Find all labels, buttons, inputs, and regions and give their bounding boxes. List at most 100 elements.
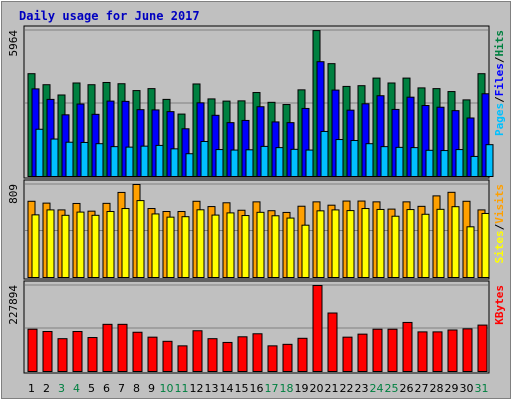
bar-kbytes-day-16 [252,333,263,372]
bar-pages-day-11 [185,153,194,177]
bar-kbytes-day-14 [222,341,233,372]
bar-sites-day-25 [391,215,400,278]
bar-pages-day-13 [215,149,224,177]
bar-pages-day-23 [365,143,374,178]
bar-kbytes-day-30 [462,328,473,372]
bar-sites-day-30 [466,226,475,278]
bar-sites-day-22 [346,210,355,279]
bar-sites-day-12 [196,209,205,278]
legend-entry: Files [493,63,506,96]
x-tick-label-day-23: 23 [355,382,369,395]
bar-sites-day-23 [361,208,370,278]
bar-pages-day-18 [290,148,299,178]
bar-kbytes-day-8 [132,331,143,373]
bar-pages-day-25 [395,146,404,177]
x-tick-label-day-17: 17 [265,382,279,395]
bar-kbytes-day-10 [162,340,173,372]
bar-kbytes-day-22 [342,336,353,373]
y-max-label: 227894 [7,285,20,325]
bar-sites-day-7 [121,208,130,278]
bar-pages-day-2 [50,138,59,177]
bar-sites-day-8 [136,200,145,279]
panel-kbytes: 227894 KBytes [7,280,506,374]
bar-kbytes-day-26 [402,321,413,373]
x-tick-label-day-14: 14 [220,382,234,395]
bar-kbytes-day-12 [192,330,203,372]
x-tick-label-day-24: 24 [370,382,384,395]
bar-sites-day-17 [271,215,280,278]
legend-entry: / [493,96,506,103]
bar-pages-day-7 [125,146,134,178]
x-tick-label-day-16: 16 [250,382,264,395]
legend-entry: Pages [493,103,506,136]
x-tick-label-day-30: 30 [460,382,474,395]
bar-pages-day-21 [335,139,344,178]
bar-kbytes-day-5 [87,337,98,372]
bar-pages-day-3 [65,141,74,178]
legend-entry: / [493,223,506,230]
bar-sites-day-13 [211,214,220,278]
x-tick-label-day-21: 21 [325,382,339,395]
bar-sites-day-24 [376,208,385,279]
x-tick-label-day-10: 10 [160,382,174,395]
bar-kbytes-day-23 [357,333,368,373]
bar-sites-day-3 [61,214,70,279]
bar-kbytes-day-1 [27,328,38,373]
legend-entry: / [493,56,506,63]
bar-sites-day-27 [421,213,430,278]
x-tick-label-day-3: 3 [58,382,65,395]
bar-pages-day-26 [410,147,419,177]
bar-sites-day-10 [166,216,175,279]
bar-pages-day-10 [170,148,179,177]
x-tick-label-day-7: 7 [118,382,125,395]
legend: Pages/Files/Hits [493,30,506,136]
legend: KBytes [493,285,506,325]
bar-kbytes-day-15 [237,336,248,372]
y-max-label: 5964 [7,30,20,57]
x-tick-label-day-6: 6 [103,382,110,395]
bar-sites-day-6 [106,211,115,278]
bar-sites-day-19 [301,224,310,279]
x-tick-label-day-18: 18 [280,382,294,395]
x-tick-label-day-11: 11 [175,382,189,395]
bar-pages-day-17 [275,147,284,177]
bar-sites-day-5 [91,214,100,279]
bar-pages-day-27 [425,149,434,177]
panel-visits-sites: 809 Sites/Visits [7,179,506,280]
bar-kbytes-day-13 [207,338,218,372]
legend-entry: Hits [493,30,506,57]
bar-kbytes-day-29 [447,329,458,372]
bar-pages-day-31 [485,144,494,177]
x-tick-label-day-15: 15 [235,382,249,395]
bar-kbytes-day-31 [477,324,488,372]
bar-pages-day-12 [200,140,209,177]
x-tick-label-day-4: 4 [73,382,80,395]
bar-pages-day-28 [440,150,449,178]
x-tick-label-day-29: 29 [445,382,459,395]
bar-pages-day-6 [110,146,119,178]
legend-entry: Visits [493,184,506,224]
bar-kbytes-day-27 [417,331,428,372]
x-tick-label-day-2: 2 [43,382,50,395]
x-tick-label-day-5: 5 [88,382,95,395]
chart-title: Daily usage for June 2017 [19,9,200,23]
bar-sites-day-2 [46,209,55,278]
bar-pages-day-19 [305,149,314,178]
bar-kbytes-day-19 [297,337,308,372]
bar-pages-day-4 [80,141,89,178]
x-tick-label-day-26: 26 [400,382,414,395]
bar-pages-day-16 [260,145,269,178]
bar-kbytes-day-17 [267,345,278,373]
bar-kbytes-day-18 [282,343,293,372]
bar-kbytes-day-6 [102,323,113,373]
x-tick-label-day-25: 25 [385,382,399,395]
bar-pages-day-15 [245,149,254,177]
x-tick-label-day-9: 9 [148,382,155,395]
bar-pages-day-24 [380,146,389,178]
legend-entry: KBytes [493,285,506,325]
x-tick-label-day-31: 31 [475,382,489,395]
